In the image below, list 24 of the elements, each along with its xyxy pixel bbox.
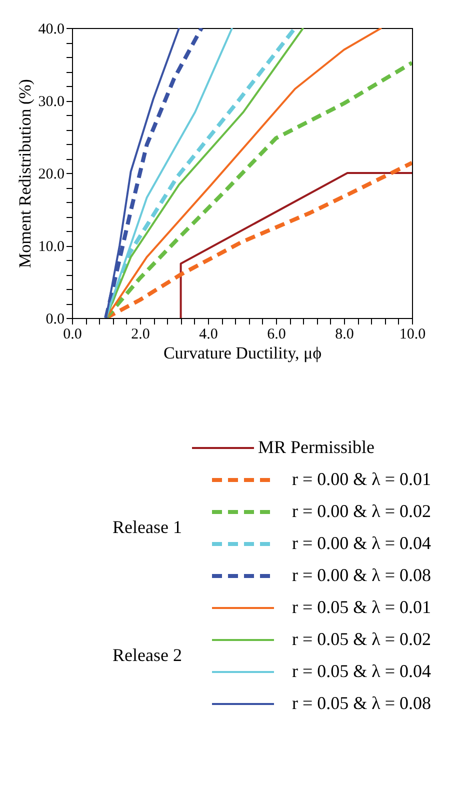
x-tick-label: 8.0 [335,326,354,342]
legend-label: r = 0.05 & λ = 0.04 [292,661,432,681]
legend-label: r = 0.00 & λ = 0.04 [292,533,432,553]
text: Release 2 [112,645,182,665]
x-tick-label: 0.0 [63,326,82,342]
y-tick-label: 10.0 [38,239,64,255]
y-tick-label: 20.0 [38,166,64,182]
y-axis-title: Moment Redistribution (%) [15,79,34,268]
y-tick-label: 30.0 [38,94,64,110]
text: Release 1 [112,517,182,537]
y-tick-label: 40.0 [38,22,64,38]
legend-label: MR Permissible [258,437,375,457]
x-tick-label: 4.0 [199,326,218,342]
x-tick-label: 10.0 [399,326,426,342]
x-tick-label: 6.0 [267,326,286,342]
legend-label: r = 0.00 & λ = 0.01 [292,469,432,489]
legend-label: r = 0.00 & λ = 0.08 [292,565,432,585]
legend-label: r = 0.05 & λ = 0.01 [292,597,432,617]
y-tick-label: 0.0 [46,312,64,328]
legend-label: r = 0.05 & λ = 0.02 [292,629,432,649]
legend-label: r = 0.00 & λ = 0.02 [292,501,432,521]
x-tick-label: 2.0 [131,326,150,342]
x-axis-title: Curvature Ductility, μϕ [163,344,322,362]
legend-label: r = 0.05 & λ = 0.08 [292,693,432,713]
